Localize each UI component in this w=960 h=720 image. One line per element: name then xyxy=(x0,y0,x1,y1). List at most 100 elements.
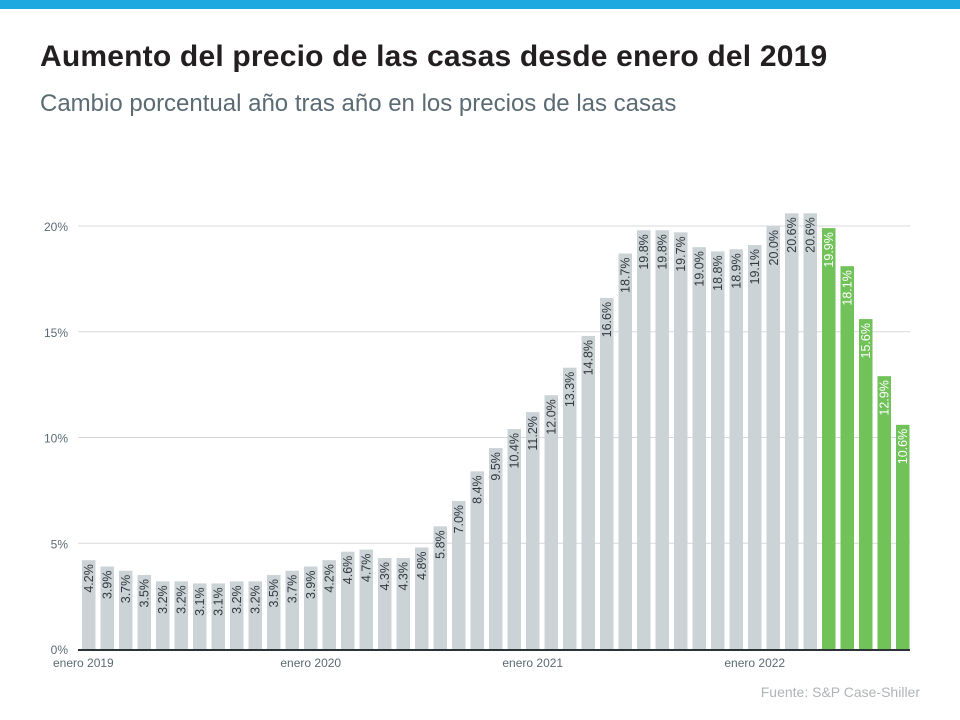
bar xyxy=(803,213,817,649)
data-label: 20.6% xyxy=(804,217,818,252)
data-label: 19.7% xyxy=(674,236,688,271)
data-label: 18.7% xyxy=(619,257,633,292)
data-label: 3.1% xyxy=(212,587,226,616)
bar xyxy=(415,547,429,649)
bar xyxy=(729,249,743,649)
bar xyxy=(359,549,373,649)
bar xyxy=(766,226,780,649)
bar xyxy=(544,395,558,649)
data-label: 3.2% xyxy=(249,585,263,614)
bar xyxy=(119,570,133,649)
bar xyxy=(526,412,540,649)
data-label: 10.6% xyxy=(896,429,910,464)
data-label: 11.2% xyxy=(526,416,540,451)
data-label: 3.2% xyxy=(230,585,244,614)
data-label: 9.5% xyxy=(489,452,503,481)
bar xyxy=(840,266,854,649)
x-tick-label: enero 2020 xyxy=(280,656,341,670)
bar xyxy=(82,560,96,649)
bar xyxy=(581,335,595,649)
data-label: 16.6% xyxy=(600,302,614,337)
y-tick-label: 0% xyxy=(51,643,69,657)
y-tick-label: 15% xyxy=(44,326,68,340)
data-label: 19.0% xyxy=(693,251,707,286)
bar xyxy=(304,566,318,649)
bar xyxy=(600,297,614,649)
data-label: 4.8% xyxy=(415,551,429,580)
bar xyxy=(859,319,873,649)
bar xyxy=(711,251,725,649)
bar xyxy=(248,581,262,649)
data-label: 3.7% xyxy=(286,575,300,604)
bar xyxy=(433,526,447,649)
data-label: 12.9% xyxy=(878,380,892,415)
data-label: 12.0% xyxy=(545,399,559,434)
y-tick-label: 5% xyxy=(51,537,69,551)
data-label: 18.9% xyxy=(730,253,744,288)
bar xyxy=(618,253,632,649)
y-tick-label: 10% xyxy=(44,432,68,446)
bar xyxy=(655,230,669,650)
bar xyxy=(174,581,188,649)
data-label: 3.2% xyxy=(156,585,170,614)
bar xyxy=(267,574,281,649)
bar xyxy=(137,574,151,649)
x-tick-label: enero 2019 xyxy=(53,656,114,670)
y-tick-label: 20% xyxy=(44,220,68,234)
bar xyxy=(507,429,521,649)
data-label: 4.6% xyxy=(341,556,355,585)
data-label: 3.2% xyxy=(175,585,189,614)
data-label: 19.1% xyxy=(748,249,762,284)
bar xyxy=(211,583,225,649)
top-accent-bar xyxy=(0,0,960,9)
data-label: 5.8% xyxy=(434,530,448,559)
bar xyxy=(452,500,466,649)
bar xyxy=(322,560,336,649)
bar xyxy=(100,566,114,649)
data-label: 4.7% xyxy=(360,554,374,583)
data-label: 19.8% xyxy=(656,234,670,269)
source-note: Fuente: S&P Case-Shiller xyxy=(760,684,920,700)
bar xyxy=(785,213,799,649)
data-label: 4.2% xyxy=(323,564,337,593)
bar xyxy=(396,558,410,649)
bar xyxy=(822,228,836,650)
data-label: 3.5% xyxy=(267,579,281,608)
data-label: 7.0% xyxy=(452,505,466,534)
bar xyxy=(285,570,299,649)
bar xyxy=(489,448,503,649)
data-label: 3.5% xyxy=(138,579,152,608)
bar xyxy=(156,581,170,649)
bar xyxy=(637,230,651,650)
bar xyxy=(748,245,762,649)
data-label: 3.9% xyxy=(304,571,318,600)
data-label: 4.3% xyxy=(378,562,392,591)
data-label: 20.0% xyxy=(767,230,781,265)
data-label: 4.2% xyxy=(82,564,96,593)
x-tick-label: enero 2021 xyxy=(502,656,563,670)
bar xyxy=(896,424,910,649)
bar xyxy=(193,583,207,649)
data-label: 20.6% xyxy=(785,217,799,252)
bar xyxy=(378,558,392,649)
bar xyxy=(674,232,688,649)
data-label: 3.1% xyxy=(193,587,207,616)
data-label: 8.4% xyxy=(471,475,485,504)
data-label: 13.3% xyxy=(563,372,577,407)
data-label: 18.8% xyxy=(711,255,725,290)
data-label: 10.4% xyxy=(508,433,522,468)
bar xyxy=(341,551,355,649)
bar xyxy=(563,367,577,649)
chart-title: Aumento del precio de las casas desde en… xyxy=(40,40,828,73)
bar xyxy=(230,581,244,649)
data-label: 19.9% xyxy=(822,232,836,267)
bar xyxy=(470,471,484,649)
data-label: 15.6% xyxy=(859,323,873,358)
data-label: 3.9% xyxy=(101,571,115,600)
data-label: 3.7% xyxy=(119,575,133,604)
chart-subtitle: Cambio porcentual año tras año en los pr… xyxy=(40,90,677,117)
data-label: 18.1% xyxy=(841,270,855,305)
data-label: 4.3% xyxy=(397,562,411,591)
x-tick-label: enero 2022 xyxy=(724,656,785,670)
